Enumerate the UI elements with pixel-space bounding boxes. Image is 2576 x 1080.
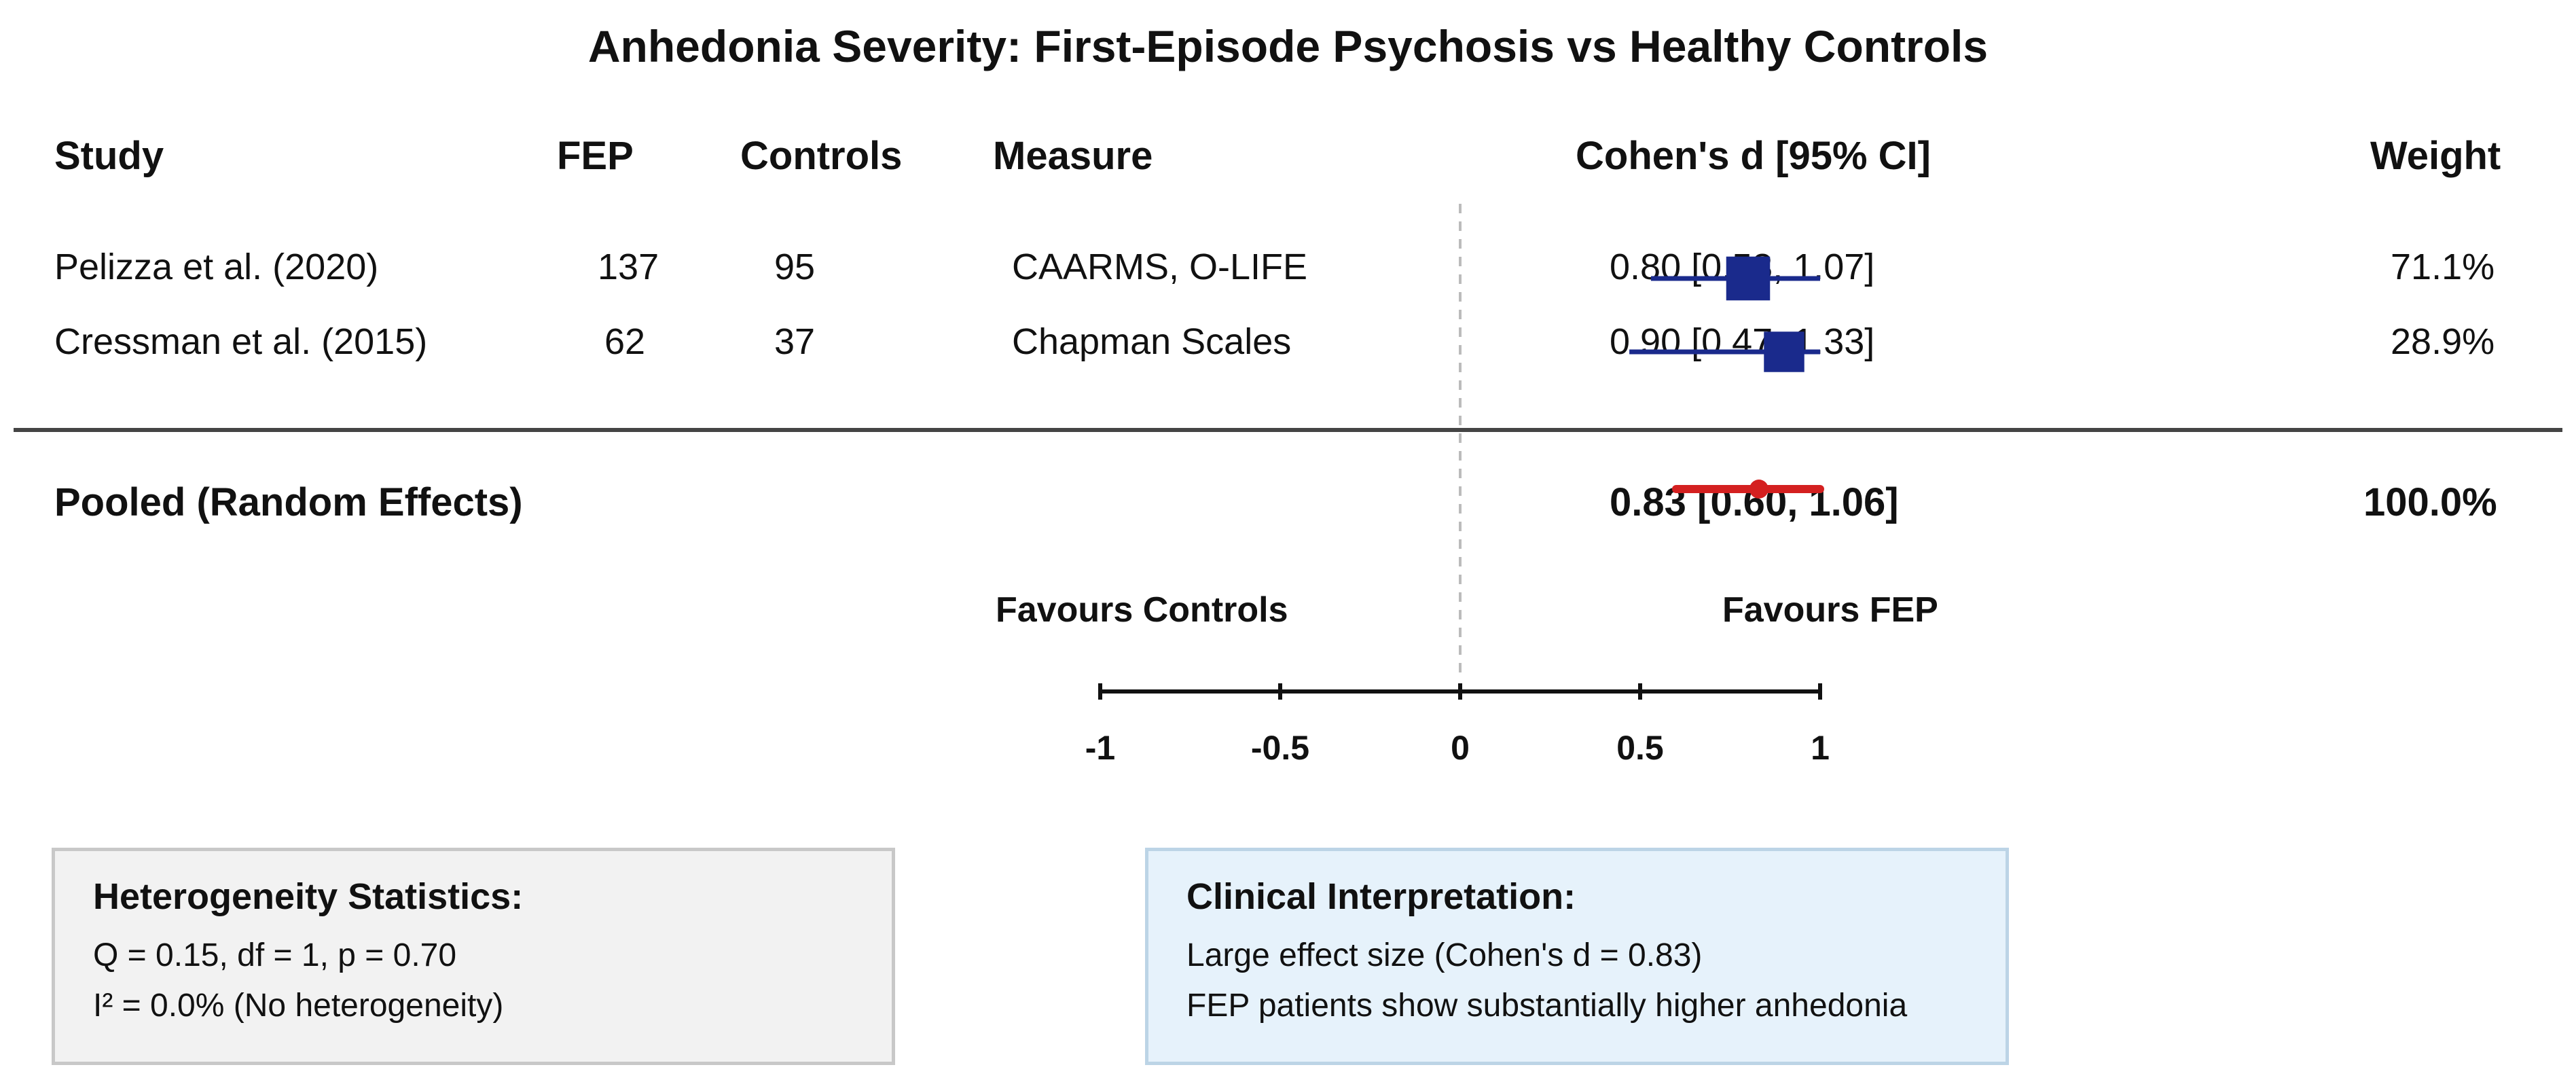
header-controls: Controls xyxy=(740,134,903,178)
study-controls-n: 37 xyxy=(774,321,816,362)
pooled-label: Pooled (Random Effects) xyxy=(54,480,523,524)
study-effect-label: 0.90 [0.47, 1.33] xyxy=(1610,321,1875,362)
study-weight: 71.1% xyxy=(2391,247,2495,287)
heterogeneity-box: Heterogeneity Statistics: Q = 0.15, df =… xyxy=(52,848,895,1065)
favours-fep-label: Favours FEP xyxy=(1722,590,1938,630)
header-fep: FEP xyxy=(557,134,634,178)
interpretation-box: Clinical Interpretation: Large effect si… xyxy=(1145,848,2009,1065)
pooled-weight: 100.0% xyxy=(2363,480,2497,524)
interpretation-effect-size: Large effect size (Cohen's d = 0.83) xyxy=(1186,937,1703,973)
study-square-marker xyxy=(1764,331,1804,372)
x-tick-label: 0.5 xyxy=(1616,729,1664,767)
header-study: Study xyxy=(54,134,164,178)
header-measure: Measure xyxy=(993,134,1153,178)
study-weight: 28.9% xyxy=(2391,321,2495,362)
heterogeneity-title: Heterogeneity Statistics: xyxy=(93,876,524,917)
x-axis: -1 -0.5 0 0.5 1 xyxy=(1085,683,1830,767)
study-name: Pelizza et al. (2020) xyxy=(54,247,379,287)
heterogeneity-q-stat: Q = 0.15, df = 1, p = 0.70 xyxy=(93,937,457,973)
heterogeneity-i2-stat: I² = 0.0% (No heterogeneity) xyxy=(93,988,504,1024)
x-tick-label: -1 xyxy=(1085,729,1115,767)
x-tick-label: 0 xyxy=(1451,729,1470,767)
study-controls-n: 95 xyxy=(774,247,816,287)
interpretation-title: Clinical Interpretation: xyxy=(1186,876,1576,917)
x-tick-label: -0.5 xyxy=(1251,729,1309,767)
chart-title: Anhedonia Severity: First-Episode Psycho… xyxy=(587,21,1989,71)
study-square-marker xyxy=(1726,256,1771,301)
study-fep-n: 137 xyxy=(598,247,659,287)
study-measure: Chapman Scales xyxy=(1012,321,1292,362)
header-weight: Weight xyxy=(2370,134,2501,178)
study-name: Cressman et al. (2015) xyxy=(54,321,428,362)
header-effect: Cohen's d [95% CI] xyxy=(1576,134,1931,178)
study-fep-n: 62 xyxy=(604,321,646,362)
pooled-diamond-marker xyxy=(1749,480,1768,499)
favours-controls-label: Favours Controls xyxy=(996,590,1288,630)
study-measure: CAARMS, O-LIFE xyxy=(1012,247,1308,287)
interpretation-summary: FEP patients show substantially higher a… xyxy=(1186,988,1908,1024)
x-tick-label: 1 xyxy=(1811,729,1830,767)
